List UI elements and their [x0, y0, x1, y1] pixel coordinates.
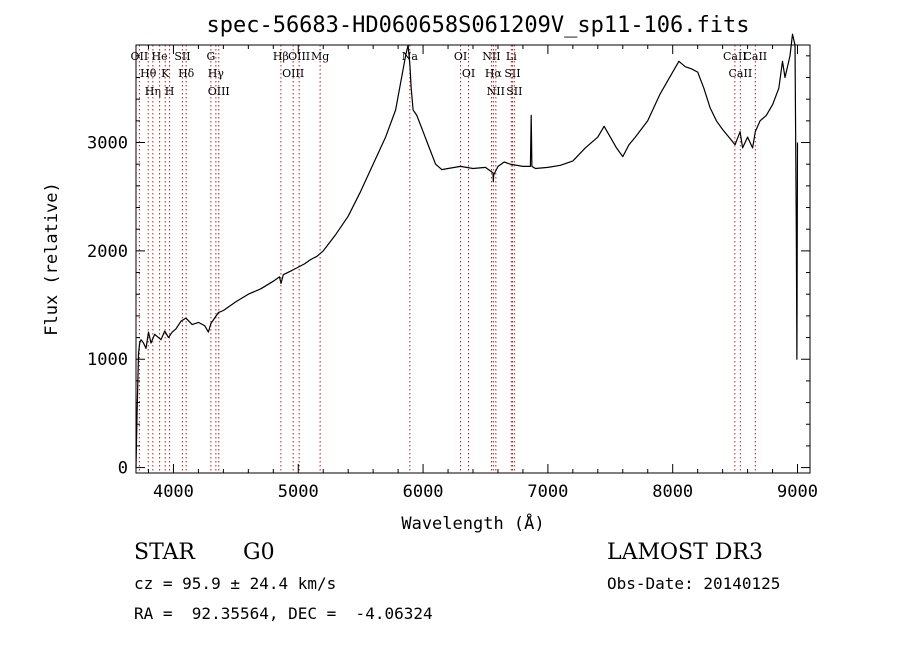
spectral-line-label: Hα [485, 67, 503, 80]
spectral-line-label: He [152, 50, 168, 63]
y-tick-label: 0 [118, 459, 128, 479]
spectral-line-label: OI [454, 50, 467, 63]
spectral-line-label: SII [506, 85, 522, 98]
x-tick-label: 4000 [153, 482, 194, 502]
spectral-line-label: Hγ [208, 67, 225, 80]
spectral-line-label: SII [504, 67, 520, 80]
spectral-line-label: SII [174, 50, 190, 63]
object-type: STAR [134, 540, 195, 565]
x-tick-label: 5000 [278, 482, 319, 502]
spectral-line-label: OII [131, 50, 149, 63]
x-tick-label: 9000 [777, 482, 818, 502]
spectral-line-label: K [161, 67, 170, 80]
survey-name: LAMOST DR3 [607, 540, 763, 565]
spectrum-line [135, 33, 799, 468]
y-tick-label: 1000 [87, 350, 128, 370]
spectral-line-label: Hη [145, 85, 161, 98]
spectral-line-label: OI [462, 67, 475, 80]
redshift-value: cz = 95.9 ± 24.4 km/s [134, 574, 337, 593]
x-tick-label: 8000 [652, 482, 693, 502]
spectral-line-label: G [206, 50, 215, 63]
spectral-line-label: OIII [288, 50, 310, 63]
spectral-line-label: CaII [729, 67, 753, 80]
x-tick-label: 7000 [527, 482, 568, 502]
spectral-line-label: OIII [282, 67, 304, 80]
spectral-line-label: NII [482, 50, 500, 63]
plot-frame [135, 44, 811, 474]
spectral-line-label: Hθ [140, 67, 157, 80]
chart-title: spec-56683-HD060658S061209V_sp11-106.fit… [206, 13, 749, 38]
spectral-line-label: H [165, 85, 175, 98]
spectrum-chart: spec-56683-HD060658S061209V_sp11-106.fit… [42, 13, 818, 534]
y-tick-label: 2000 [87, 242, 128, 262]
y-tick-label: 3000 [87, 134, 128, 154]
spectral-line-label: NII [487, 85, 505, 98]
spectral-line-label: Hδ [178, 67, 195, 80]
spectral-line-label: Mg [311, 50, 329, 63]
spectral-line-label: CaII [743, 50, 767, 63]
observation-date: Obs-Date: 20140125 [607, 574, 781, 593]
x-axis-label: Wavelength (Å) [401, 512, 544, 534]
spectral-subclass: G0 [243, 540, 275, 565]
y-axis-label: Flux (relative) [42, 182, 62, 336]
x-tick-label: 6000 [403, 482, 444, 502]
spectral-line-label: Li [506, 50, 517, 63]
spectral-line-label: OIII [208, 85, 230, 98]
spectral-line-label: Hβ [273, 50, 289, 63]
coordinates: RA = 92.35564, DEC = -4.06324 [134, 604, 433, 623]
